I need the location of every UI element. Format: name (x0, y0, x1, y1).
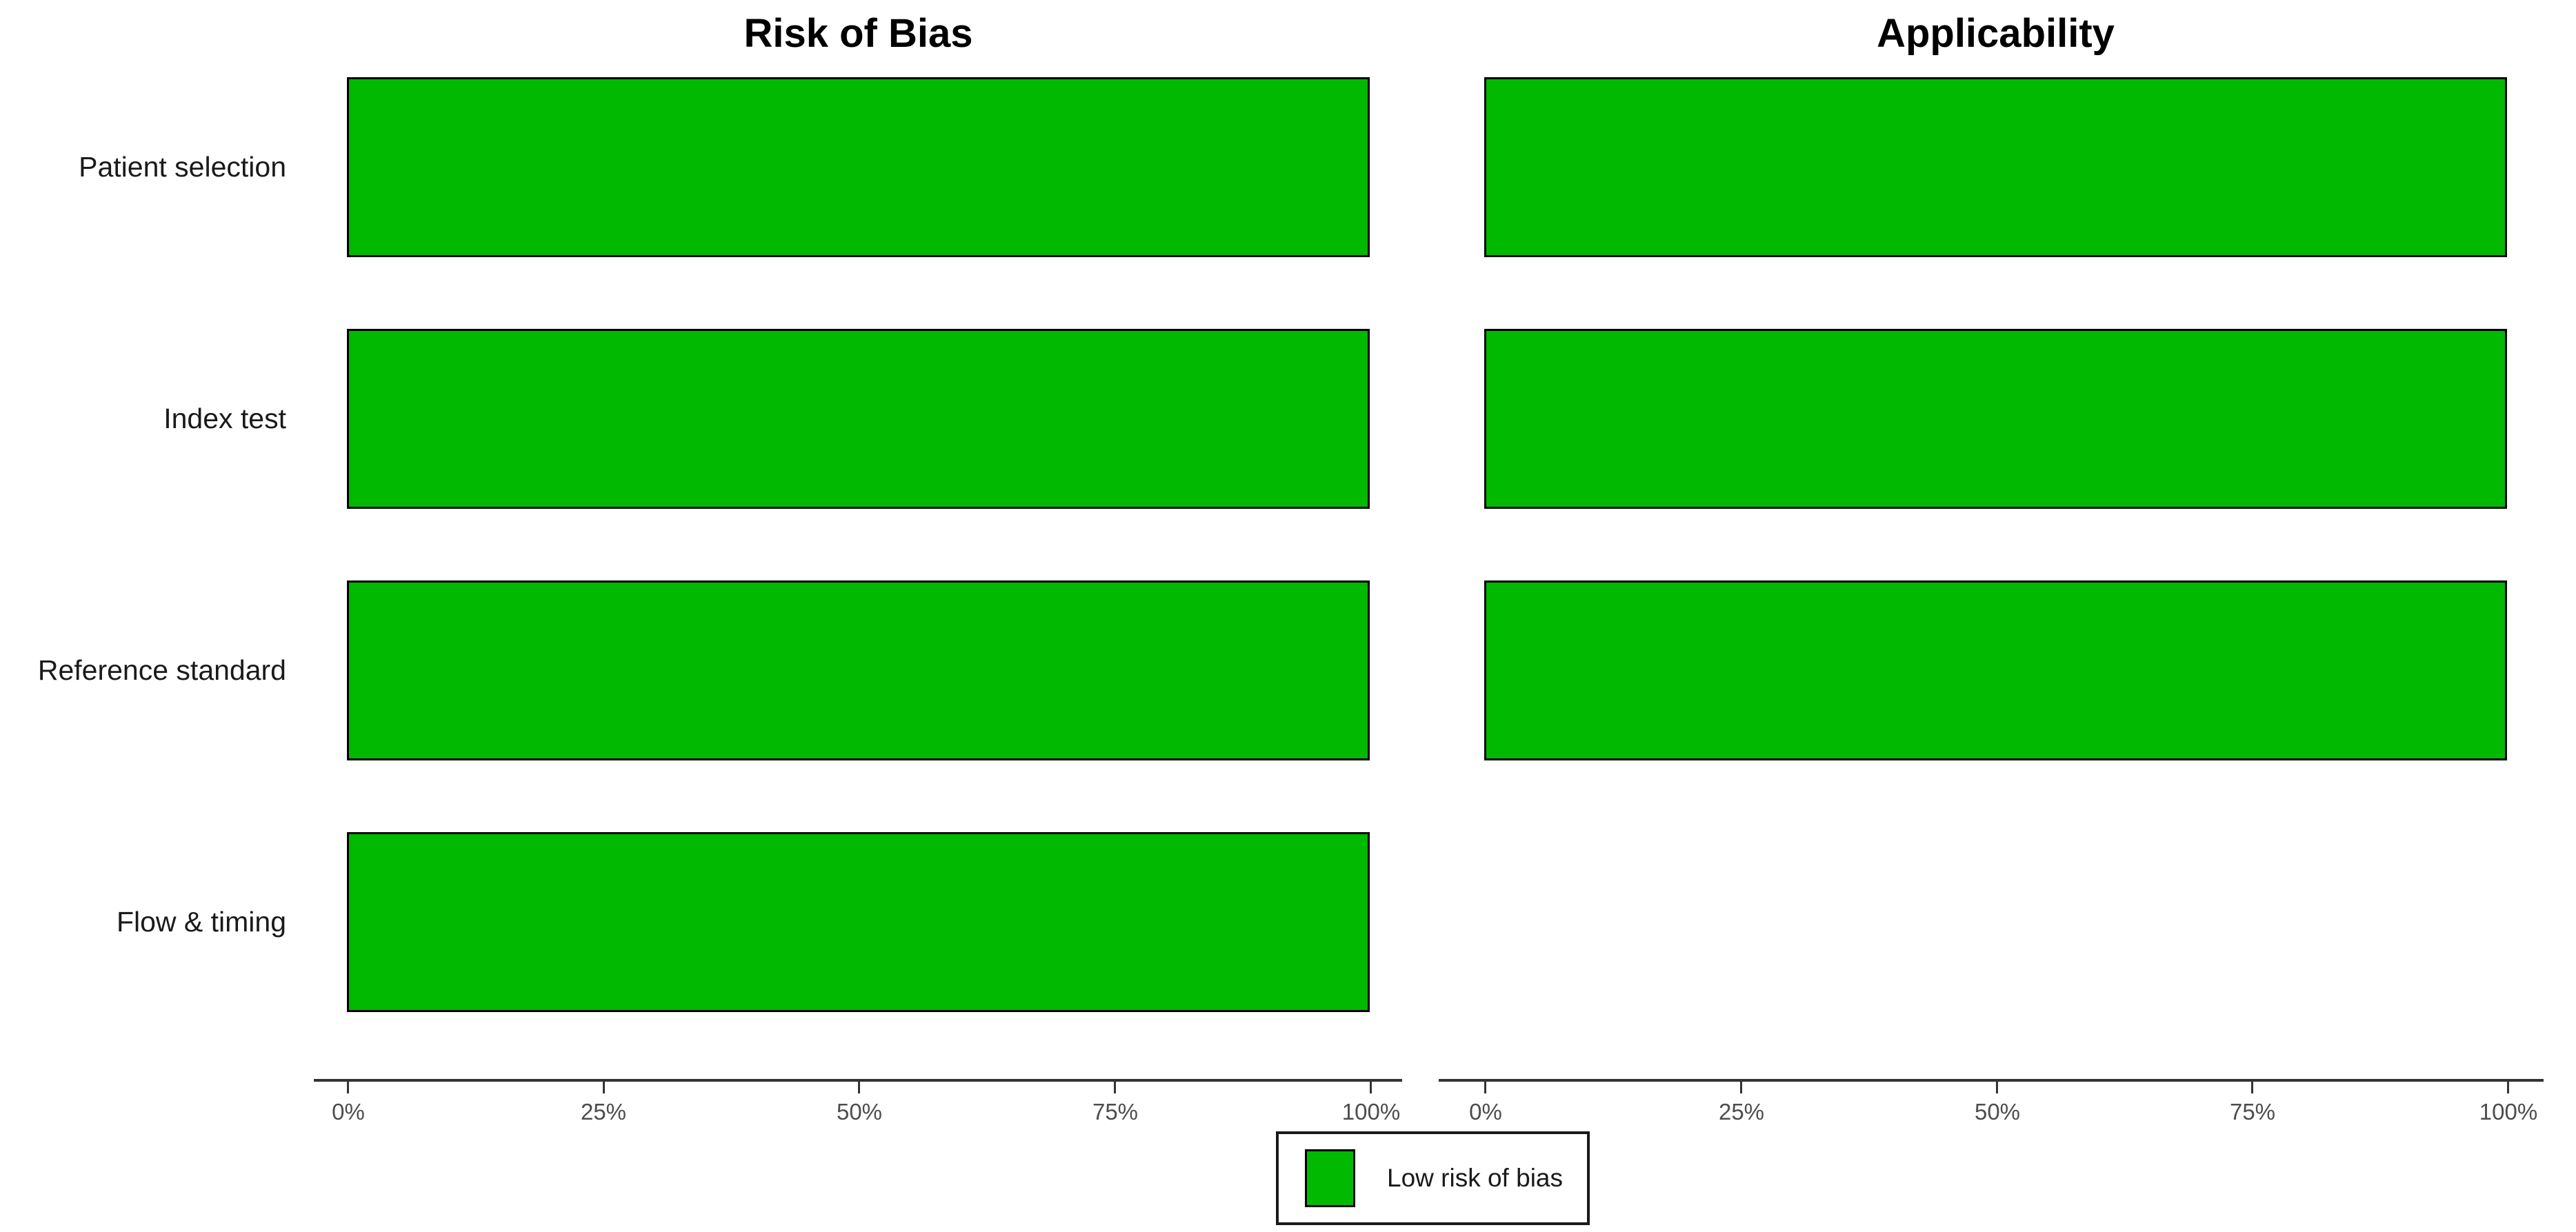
tick-label-rob-25: 25% (580, 1099, 627, 1124)
tick-label-rob-75: 75% (1092, 1099, 1139, 1124)
tick-rob-75 (1114, 1082, 1116, 1093)
tick-label-rob-50: 50% (836, 1099, 883, 1124)
tick-label-app-0: 0% (1469, 1099, 1502, 1124)
bar-app-patient-selection (1484, 77, 2507, 257)
bar-rob-index-test (347, 329, 1370, 509)
x-axis-line-risk-of-bias (314, 1079, 1402, 1082)
y-label-reference-standard: Reference standard (37, 654, 286, 686)
tick-rob-25 (603, 1082, 605, 1093)
legend-swatch-low-risk (1305, 1149, 1355, 1207)
panel-title-applicability: Applicability (1877, 11, 2115, 56)
tick-app-75 (2251, 1082, 2253, 1093)
legend: Low risk of bias (1276, 1131, 1590, 1225)
y-label-flow-timing: Flow & timing (116, 906, 286, 938)
tick-label-rob-0: 0% (332, 1099, 365, 1124)
y-label-patient-selection: Patient selection (79, 151, 286, 183)
tick-app-100 (2507, 1082, 2509, 1093)
y-label-index-test: Index test (163, 403, 286, 434)
legend-label-low-risk: Low risk of bias (1387, 1164, 1563, 1192)
tick-rob-100 (1370, 1082, 1372, 1093)
tick-label-app-100: 100% (2479, 1099, 2538, 1124)
x-axis-line-applicability (1439, 1079, 2544, 1082)
tick-app-0 (1484, 1082, 1486, 1093)
tick-app-25 (1740, 1082, 1742, 1093)
bar-app-index-test (1484, 329, 2507, 509)
tick-rob-50 (858, 1082, 860, 1093)
tick-app-50 (1996, 1082, 1998, 1093)
tick-label-app-50: 50% (1974, 1099, 2021, 1124)
bar-rob-reference-standard (347, 580, 1370, 760)
tick-rob-0 (347, 1082, 349, 1093)
bar-rob-flow-timing (347, 832, 1370, 1012)
tick-label-rob-100: 100% (1341, 1099, 1401, 1124)
bar-rob-patient-selection (347, 77, 1370, 257)
bar-app-reference-standard (1484, 580, 2507, 760)
tick-label-app-25: 25% (1718, 1099, 1765, 1124)
panel-title-risk-of-bias: Risk of Bias (743, 11, 973, 56)
tick-label-app-75: 75% (2229, 1099, 2276, 1124)
